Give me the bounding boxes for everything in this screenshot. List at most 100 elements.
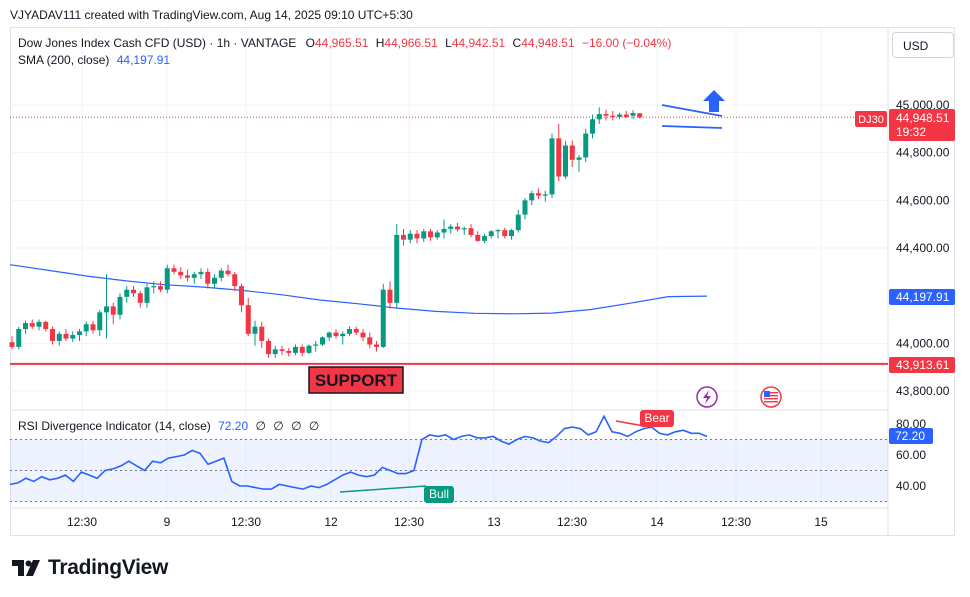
candle-body: [36, 321, 42, 327]
candle-body: [212, 277, 217, 284]
rsi-extra: ∅: [291, 419, 302, 433]
candle-body: [563, 145, 568, 177]
chart-frame: [10, 27, 955, 536]
candle-body: [407, 233, 413, 240]
candle-body: [185, 275, 190, 278]
rsi-legend: RSI Divergence Indicator (14, close) 72.…: [18, 419, 319, 433]
candle-body: [461, 228, 467, 230]
sma-tag-box: [889, 289, 955, 305]
candle-body: [50, 329, 55, 341]
candle-body: [178, 271, 184, 276]
support-level: SUPPORT: [10, 362, 888, 394]
time-tick-label: 12:30: [67, 515, 97, 529]
candle-body: [468, 228, 474, 235]
chart-legend: Dow Jones Index Cash CFD (USD) · 1h · VA…: [18, 35, 671, 69]
candle-body: [239, 286, 244, 306]
candle-body: [569, 145, 575, 160]
candle-body: [306, 345, 312, 353]
candle-body: [637, 113, 643, 118]
sma-value: 44,197.91: [116, 53, 171, 67]
candle-body: [529, 193, 535, 201]
candle-body: [603, 114, 609, 116]
us-flag-icon: [764, 398, 778, 400]
symbol-title[interactable]: Dow Jones Index Cash CFD (USD) · 1h · VA…: [18, 36, 297, 50]
drawings: Bull Bear: [339, 90, 782, 503]
sma-label[interactable]: SMA (200, close): [18, 53, 110, 67]
us-flag-icon: [764, 392, 778, 394]
support-tag-box: [889, 357, 955, 373]
rsi-series: [9, 414, 708, 490]
candle-body: [326, 332, 332, 338]
candle-body: [387, 289, 393, 303]
support-label-box: [308, 366, 404, 394]
candle-body: [576, 157, 582, 160]
candle-body: [434, 232, 440, 238]
candle-body: [367, 337, 373, 345]
candle-body: [205, 271, 211, 284]
time-tick-label: 12:30: [721, 515, 751, 529]
time-tick-label: 12:30: [231, 515, 261, 529]
candle-body: [495, 230, 501, 232]
candle-body: [158, 286, 163, 290]
candle-body: [191, 274, 197, 278]
bull-label-box: [424, 486, 454, 503]
candle-body: [293, 346, 298, 353]
candle-body: [428, 231, 433, 238]
time-axis: 12:30 9 12:30 12 12:30 13 12:30 14 12:30 15: [67, 515, 828, 529]
candle-body: [333, 332, 339, 337]
candle-body: [151, 286, 157, 288]
candle-body: [16, 329, 22, 347]
bear-divergence-line: [615, 420, 645, 427]
open-value: 44,965.51: [314, 36, 369, 50]
candle-body: [144, 287, 150, 303]
tradingview-logo[interactable]: TradingView: [12, 556, 168, 580]
sma-path: [9, 264, 708, 315]
candle-body: [549, 138, 555, 195]
time-tick-label: 12:30: [394, 515, 424, 529]
us-flag-icon: [764, 395, 778, 397]
price-axis: 45,000.00 44,800.00 44,600.00 44,400.00 44,0…: [896, 98, 950, 493]
candle-body: [394, 234, 400, 303]
us-flag-icon: [764, 401, 778, 403]
candle-body: [340, 333, 346, 337]
candle-body: [117, 296, 123, 315]
time-tick-label: 12: [324, 515, 338, 529]
currency-button[interactable]: USD: [892, 32, 954, 58]
price-tick-label: 45,000.00: [896, 98, 950, 112]
candle-body: [482, 236, 487, 241]
support-label: SUPPORT: [315, 371, 398, 390]
candle-body: [320, 337, 325, 345]
rsi-extra: ∅: [308, 419, 320, 433]
bear-label-box: [640, 410, 674, 427]
candle-body: [536, 193, 541, 196]
rsi-tick-label: 80.00: [896, 417, 926, 431]
candle-body: [97, 312, 103, 331]
high-value: 44,966.51: [384, 36, 438, 50]
last-price-tag-box: [889, 109, 955, 141]
candle-body: [104, 306, 109, 313]
flash-event-icon: [703, 390, 711, 404]
candle-body: [198, 271, 204, 275]
candle-body: [522, 200, 528, 215]
bear-label: Bear: [644, 411, 669, 425]
time-tick-label: 14: [650, 515, 664, 529]
last-price-tag: 44,948.51: [896, 111, 950, 125]
close-value: 44,948.51: [521, 36, 575, 50]
candle-body: [29, 323, 35, 327]
candle-body: [90, 324, 96, 331]
time-tick-label: 15: [814, 515, 828, 529]
candle-body: [259, 326, 265, 341]
time-tick-label: 9: [164, 515, 171, 529]
candle-body: [414, 233, 420, 239]
rsi-label[interactable]: RSI Divergence Indicator (14, close): [18, 419, 211, 433]
change-value: −16.00 (−0.04%): [581, 36, 672, 50]
low-label: L: [445, 36, 452, 50]
breakout-arrow-icon: [703, 90, 725, 112]
rsi-extra: ∅: [255, 419, 266, 433]
candle-body: [313, 344, 319, 346]
rsi-extra: ∅: [273, 419, 284, 433]
rsi-tick-label: 60.00: [896, 448, 926, 462]
open-label: O: [305, 36, 315, 50]
grid-lines: [10, 28, 888, 508]
